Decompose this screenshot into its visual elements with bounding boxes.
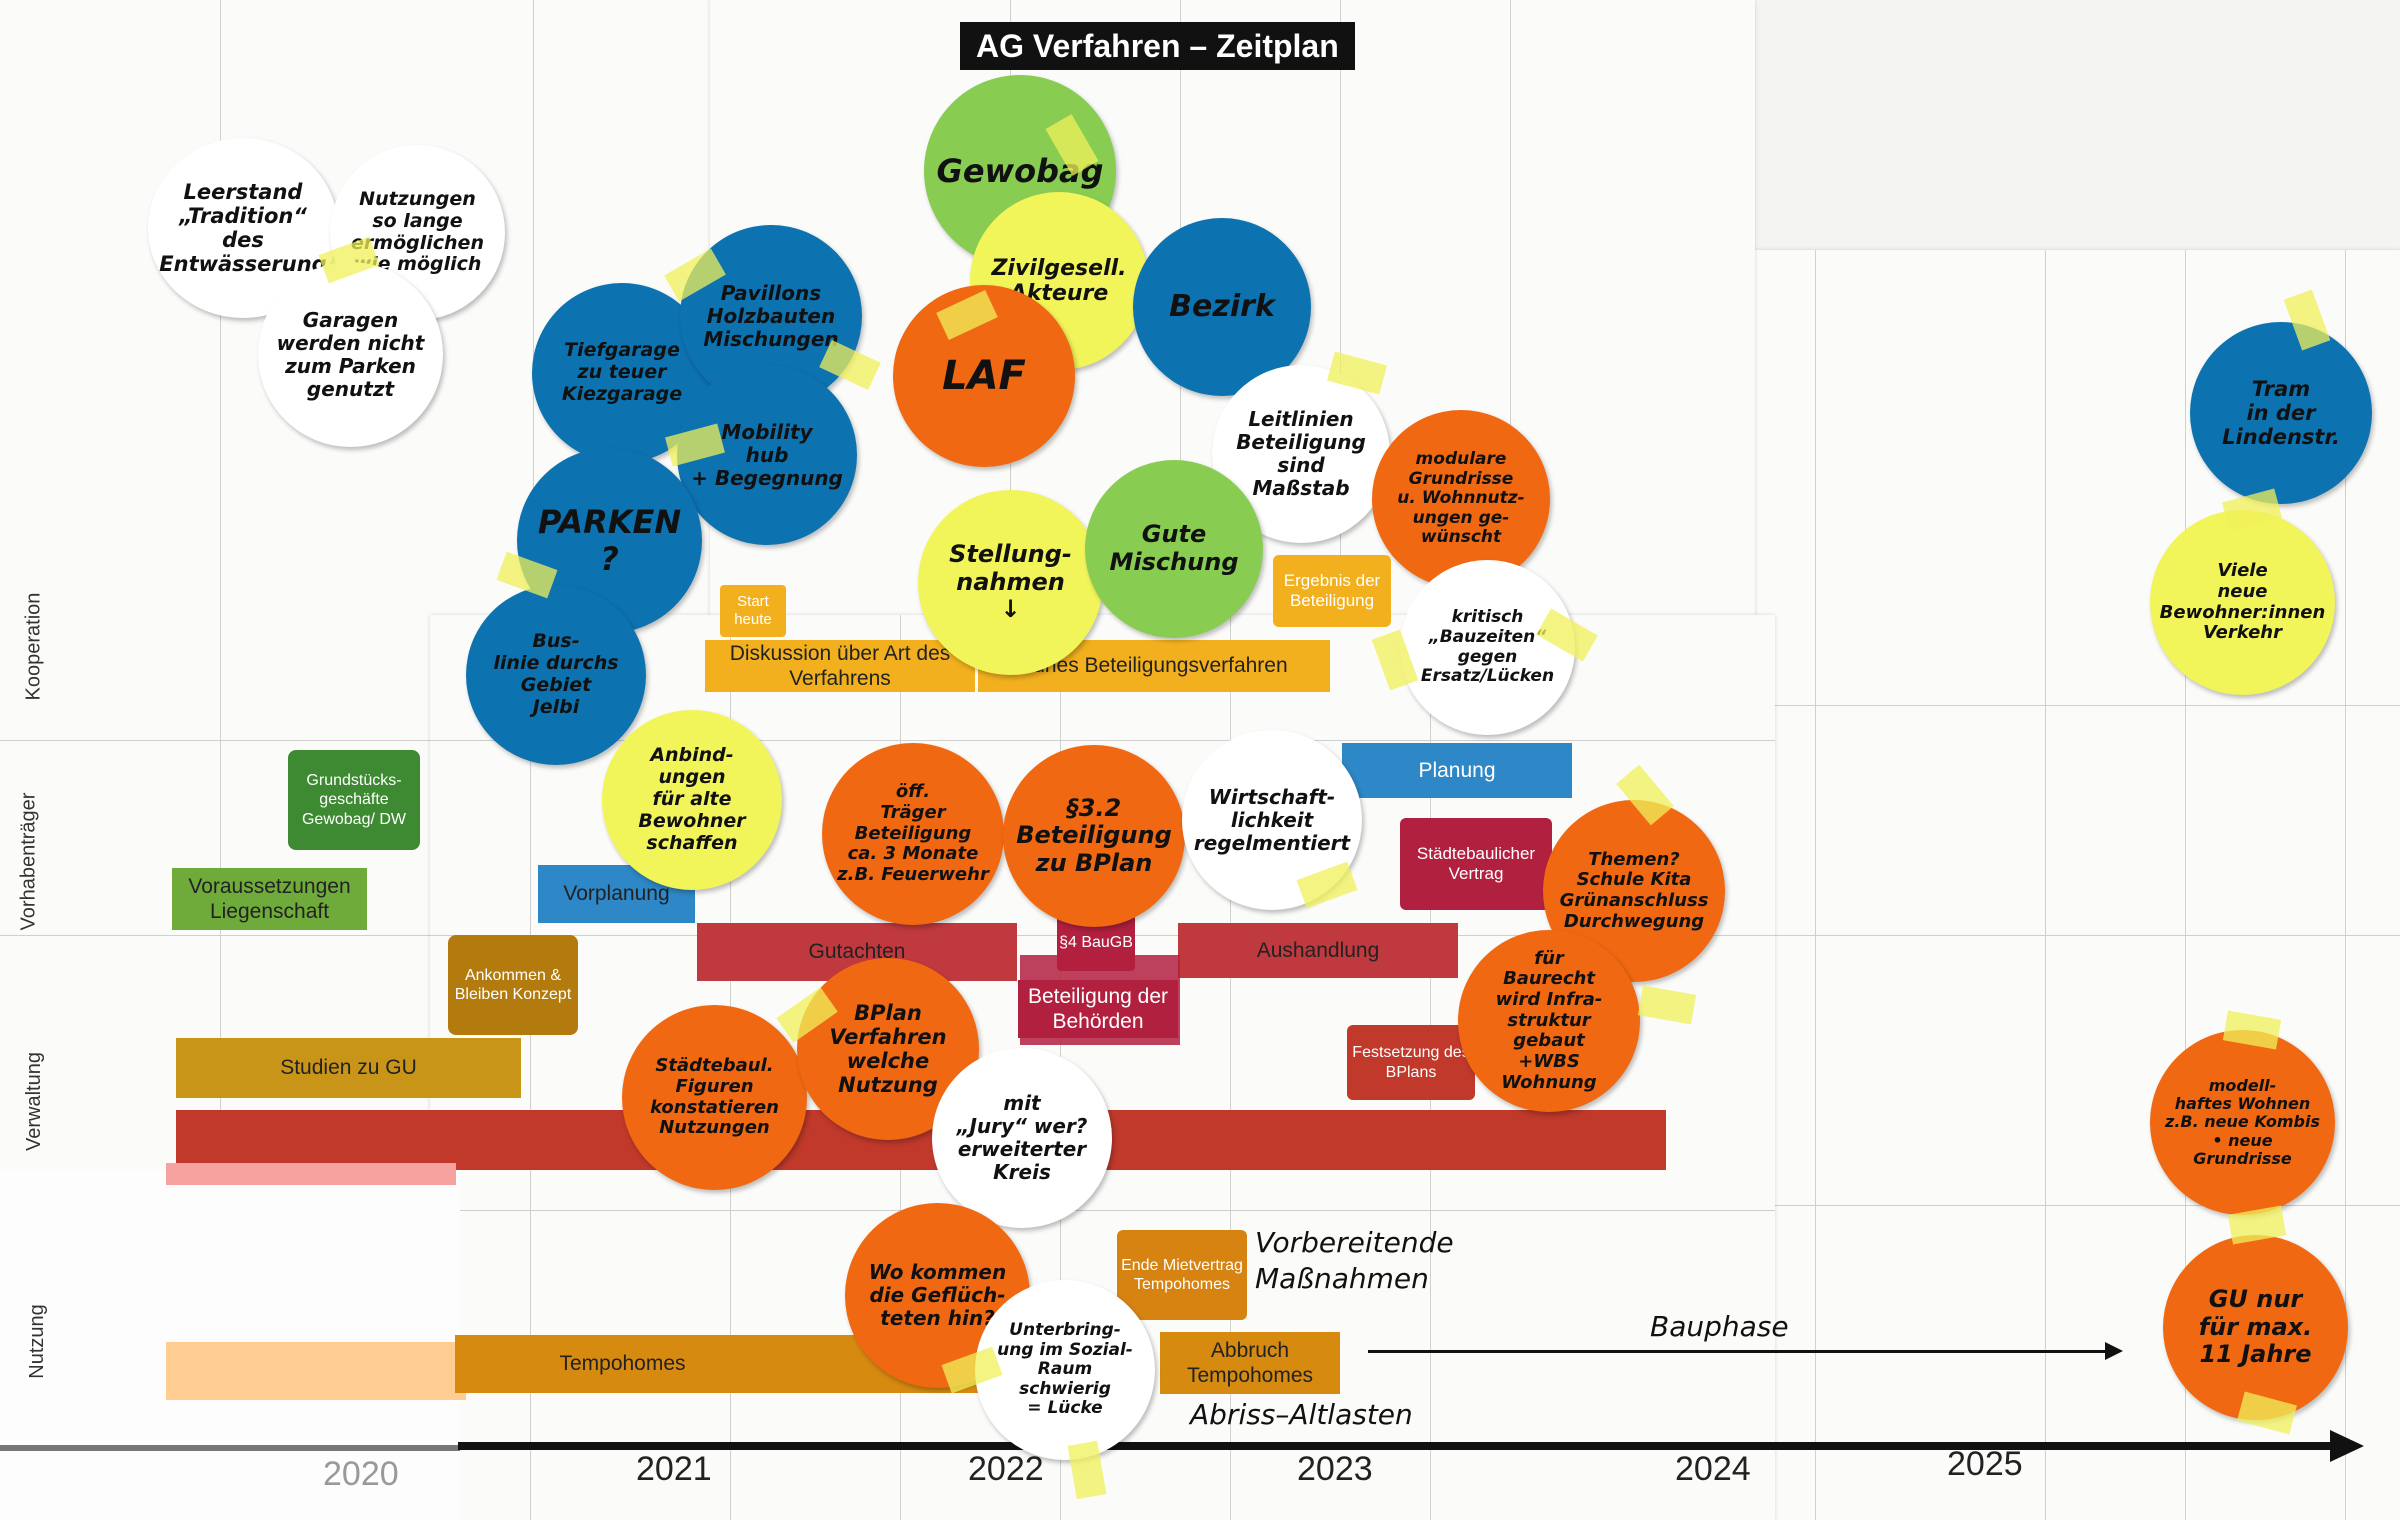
dot-staedtebaul-figuren: Städtebaul. Figuren konstatieren Nutzung… xyxy=(622,1005,807,1190)
dot-tram-lindenstr: Tram in der Lindenstr. xyxy=(2190,322,2372,504)
dot-jury-kreis: mit „Jury“ wer? erweiterter Kreis xyxy=(932,1048,1112,1228)
timeline-arrowhead xyxy=(2330,1430,2364,1462)
bar-gutachten: Gutachten xyxy=(697,923,1017,981)
bubble-ankommen-bleiben: Ankommen & Bleiben Konzept xyxy=(448,935,578,1035)
year-2022: 2022 xyxy=(968,1450,1044,1488)
dot-viele-bewohner: Viele neue Bewohner:innen Verkehr xyxy=(2150,510,2335,695)
bubble-grundstuecksgeschaefte: Grundstücks-geschäfte Gewobag/ DW xyxy=(288,750,420,850)
dot-modellhaftes-wohnen: modell- haftes Wohnen z.B. neue Kombis •… xyxy=(2150,1030,2335,1215)
bar-abbruch-tempohomes: Abbruch Tempohomes xyxy=(1160,1332,1340,1394)
bubble-festsetzung-bplan: Festsetzung des BPlans xyxy=(1347,1025,1475,1100)
dot-baurecht-infrastruktur: für Baurecht wird Infra- struktur gebaut… xyxy=(1458,930,1640,1112)
row-label-verwaltung: Verwaltung xyxy=(22,1052,45,1151)
bauphase-arrow xyxy=(1368,1350,2108,1353)
bar-tempohomes-light xyxy=(166,1342,466,1400)
bubble-ende-mietvertrag: Ende Mietvertrag Tempohomes xyxy=(1117,1230,1247,1320)
dot-garagen: Garagen werden nicht zum Parken genutzt xyxy=(258,262,443,447)
bar-aufstellung-pink xyxy=(166,1163,456,1185)
bauphase-arrowhead xyxy=(2105,1342,2123,1360)
dot-unterbringung: Unterbring- ung im Sozial- Raum schwieri… xyxy=(975,1280,1155,1460)
bubble-staedtebaulicher-vertrag: Städtebaulicher Vertrag xyxy=(1400,818,1552,910)
bar-diskussion: Diskussion über Art des Verfahrens xyxy=(705,640,975,692)
bar-planung: Planung xyxy=(1342,743,1572,798)
dot-kritisch-bauzeiten: kritisch „Bauzeiten“ gegen Ersatz/Lücken xyxy=(1400,560,1575,735)
dot-gu-max-jahre: GU nur für max. 11 Jahre xyxy=(2163,1235,2348,1420)
bar-beteiligung-behoerden: Beteiligung der Behörden xyxy=(1018,980,1178,1038)
dot-oeff-traeger-beteiligung: öff. Träger Beteiligung ca. 3 Monate z.B… xyxy=(822,743,1004,925)
bubble-ergebnis-beteiligung: Ergebnis der Beteiligung xyxy=(1273,555,1391,627)
timeline-axis-grey xyxy=(0,1445,460,1451)
dot-modulare-grundrisse: modulare Grundrisse u. Wohnnutz- ungen g… xyxy=(1372,410,1550,588)
dot-gute-mischung: Gute Mischung xyxy=(1085,460,1263,638)
dot-paragraph-3-2: §3.2 Beteiligung zu BPlan xyxy=(1003,745,1185,927)
year-2020: 2020 xyxy=(323,1455,399,1493)
bar-studien-gu: Studien zu GU xyxy=(176,1038,521,1098)
year-2021: 2021 xyxy=(636,1450,712,1488)
dot-anbindungen: Anbind- ungen für alte Bewohner schaffen xyxy=(602,710,782,890)
bar-aushandlung: Aushandlung xyxy=(1178,923,1458,978)
timeline-axis xyxy=(458,1442,2338,1450)
start-heute-tag: Start heute xyxy=(720,585,786,637)
dot-stellungnahmen: Stellung- nahmen ↓ xyxy=(918,490,1103,675)
year-2024: 2024 xyxy=(1675,1450,1751,1488)
dot-bus-linie: Bus- linie durchs Gebiet Jelbi xyxy=(466,585,646,765)
note-vorbereitende-massnahmen: Vorbereitende Maßnahmen xyxy=(1255,1226,1454,1296)
row-label-vorhabentraeger: Vorhabenträger xyxy=(17,792,40,931)
row-label-kooperation: Kooperation xyxy=(22,592,45,701)
bar-voraussetzungen-liegenschaft: Voraussetzungen Liegenschaft xyxy=(172,868,367,930)
year-2023: 2023 xyxy=(1297,1450,1373,1488)
page-title: AG Verfahren – Zeitplan xyxy=(960,22,1355,70)
note-bauphase: Bauphase xyxy=(1650,1310,1789,1343)
year-2025: 2025 xyxy=(1947,1445,2023,1483)
row-label-nutzung: Nutzung xyxy=(25,1304,48,1379)
note-abriss-altlasten: Abriss–Altlasten xyxy=(1190,1398,1413,1431)
dot-bplan-verfahren: BPlan Verfahren welche Nutzung xyxy=(797,958,979,1140)
